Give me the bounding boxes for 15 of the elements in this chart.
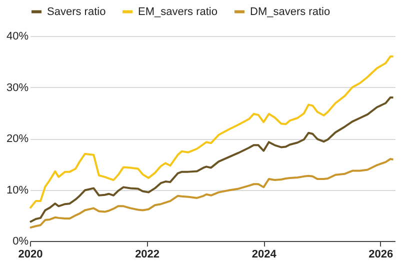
x-tick-label: 2022 — [135, 248, 160, 260]
y-tick-label: 30% — [6, 82, 29, 94]
y-tick-label: 10% — [6, 184, 29, 196]
legend-label: DM_savers ratio — [250, 6, 330, 18]
legend-label: EM_savers ratio — [138, 6, 218, 18]
legend-label: Savers ratio — [47, 6, 106, 18]
y-tick-label: 40% — [6, 30, 29, 42]
x-tick-label: 2024 — [252, 248, 278, 260]
line-series — [29, 158, 394, 229]
line-series — [29, 96, 394, 224]
y-tick-label: 0% — [12, 236, 29, 248]
x-tick-label: 2020 — [18, 248, 43, 260]
x-tick-label: 2026 — [368, 248, 394, 260]
y-tick-label: 20% — [6, 133, 29, 145]
line-series — [29, 56, 394, 210]
